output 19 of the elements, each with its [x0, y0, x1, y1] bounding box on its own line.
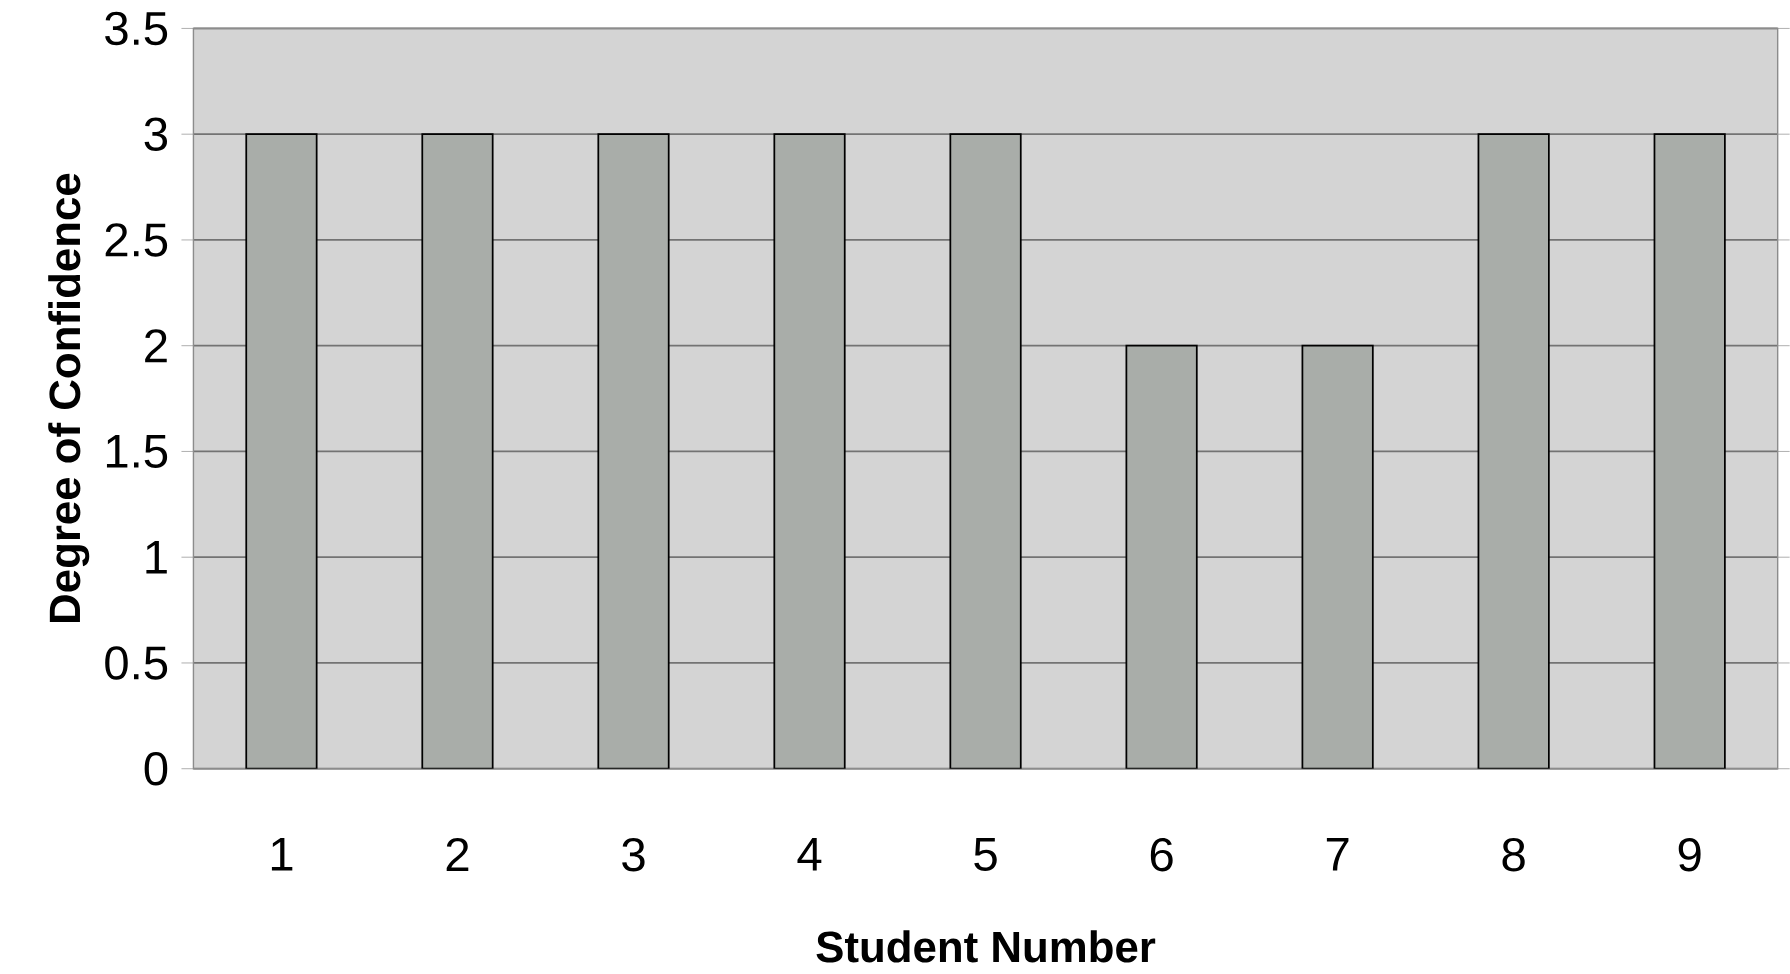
y-tick-label: 2 [145, 329, 167, 363]
x-tick-label: 8 [1502, 837, 1525, 872]
x-tick-label: 5 [974, 837, 997, 871]
x-tick-label: 9 [1678, 837, 1701, 872]
y-tick-label: 3 [144, 117, 168, 151]
x-axis-title: Student Number [816, 930, 1156, 963]
y-tick-label: 3.5 [105, 11, 168, 46]
y-tick-label: 0 [144, 751, 168, 786]
x-tick-label: 3 [622, 837, 645, 872]
x-tick-label: 4 [797, 837, 822, 871]
y-axis-title: Degree of Confidence [48, 173, 90, 622]
y-tick-label: 2.5 [105, 223, 168, 257]
x-tick-label: 2 [446, 837, 469, 871]
y-tick-label: 1.5 [106, 434, 168, 468]
x-tick-label: 7 [1326, 837, 1349, 871]
x-tick-label: 6 [1150, 837, 1173, 872]
y-tick-label: 0.5 [105, 646, 168, 680]
x-tick-label: 1 [271, 837, 293, 871]
y-tick-label: 1 [146, 540, 167, 574]
